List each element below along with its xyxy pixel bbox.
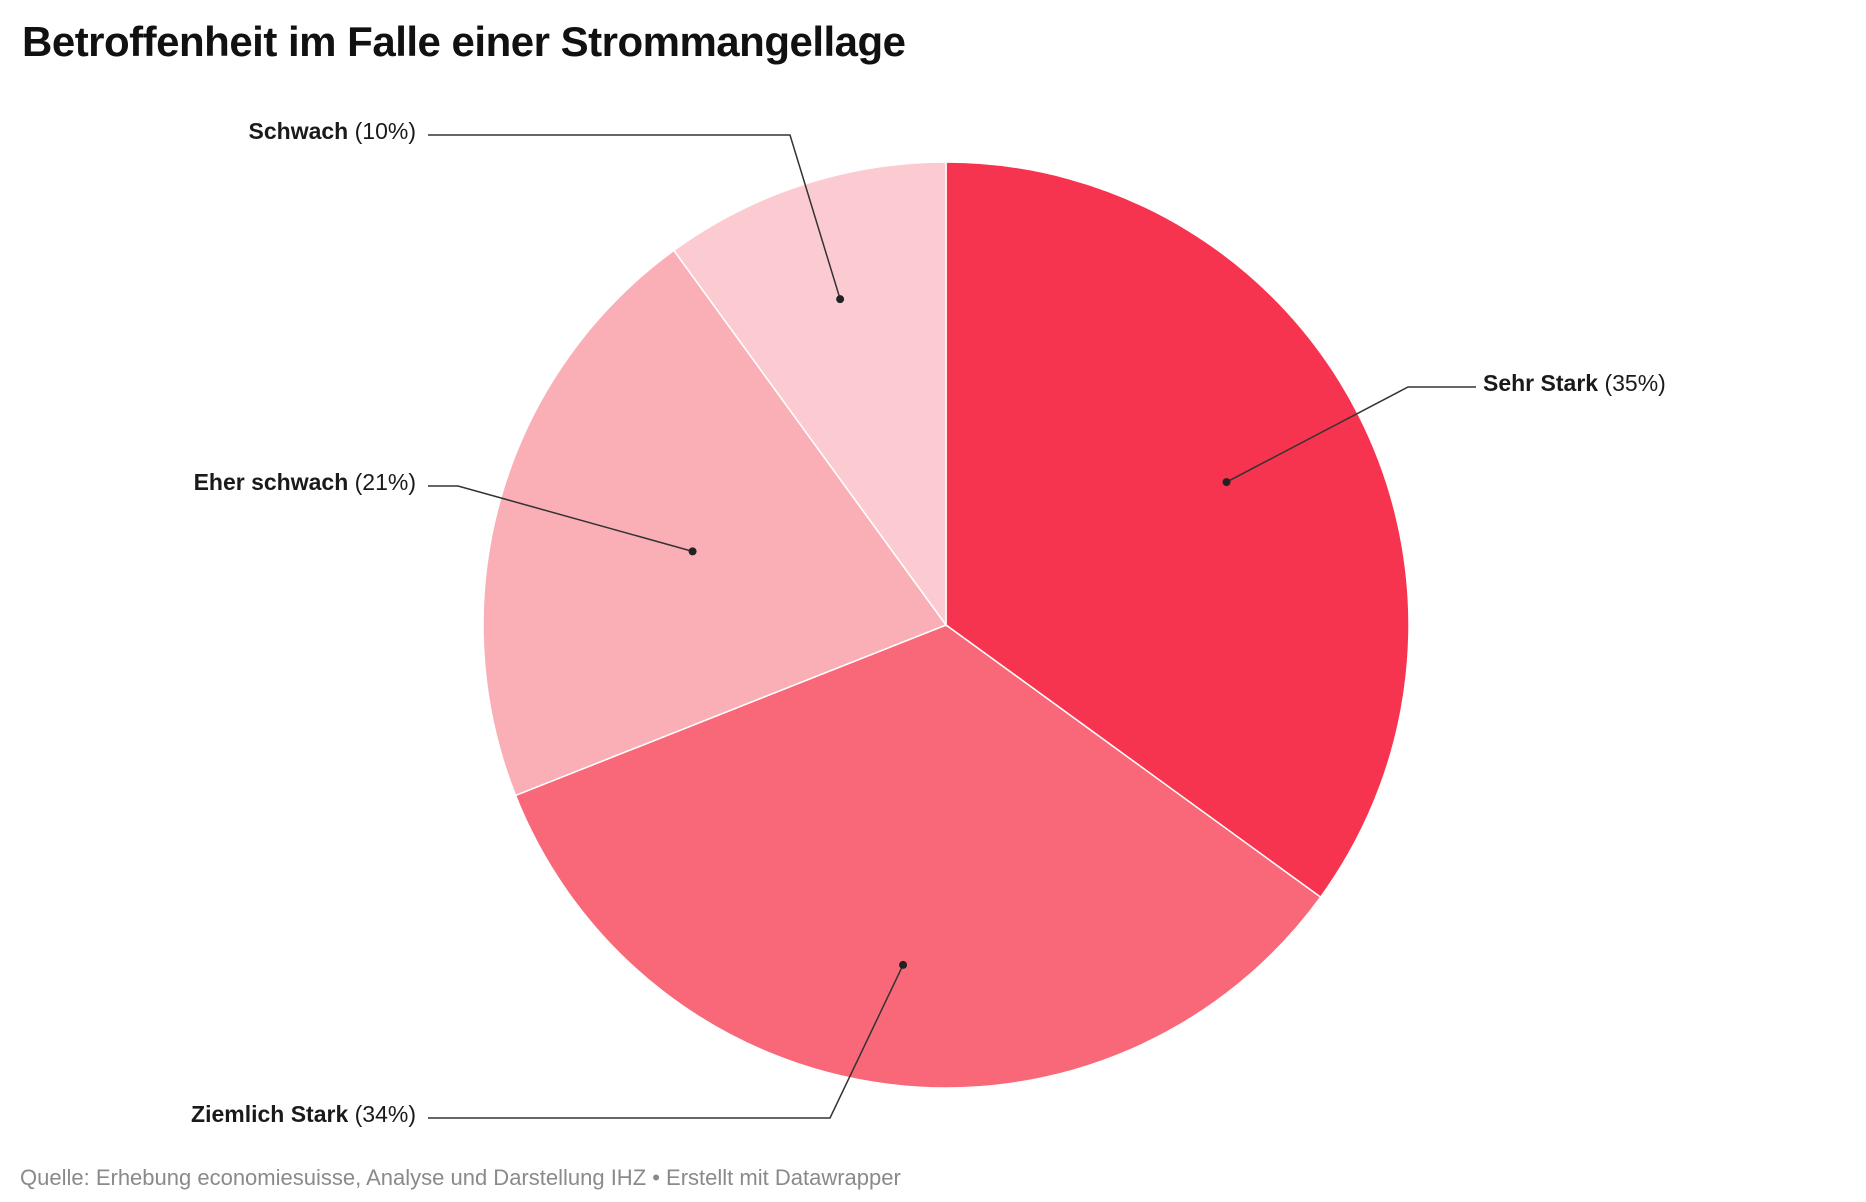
leader-dot-ziemlich-stark [899, 960, 908, 969]
leader-line-eher-schwach [428, 485, 693, 553]
slice-label-sehr-stark: Sehr Stark (35%) [1483, 370, 1666, 396]
chart-title: Betroffenheit im Falle einer Strommangel… [22, 18, 906, 65]
source-note: Quelle: Erhebung economiesuisse, Analyse… [20, 1165, 901, 1190]
leader-line-ziemlich-stark [428, 964, 904, 1119]
slice-label-value: (35%) [1598, 370, 1666, 396]
pie-slice-sehr-stark [945, 161, 1410, 899]
leader-line-schwach [428, 134, 841, 300]
pie-slice-ziemlich-stark [514, 624, 1322, 1089]
slice-label-name: Ziemlich Stark [191, 1101, 348, 1127]
slice-label-eher-schwach: Eher schwach (21%) [194, 469, 416, 495]
slice-label-name: Sehr Stark [1483, 370, 1598, 396]
pie-slice-schwach [672, 161, 947, 628]
pie-slice-eher-schwach [482, 249, 948, 797]
slice-label-name: Schwach [249, 118, 349, 144]
pie-slices [482, 161, 1410, 1089]
slice-label-ziemlich-stark: Ziemlich Stark (34%) [191, 1101, 416, 1127]
slice-label-schwach: Schwach (10%) [249, 118, 416, 144]
leader-dot-eher-schwach [688, 547, 697, 556]
slice-labels: Sehr Stark (35%) Ziemlich Stark (34%) Eher… [191, 118, 1666, 1127]
slice-label-value: (10%) [348, 118, 416, 144]
leader-lines [428, 134, 1476, 1119]
leader-dot-schwach [836, 295, 845, 304]
slice-label-value: (34%) [348, 1101, 416, 1127]
slice-label-value: (21%) [348, 469, 416, 495]
slice-label-name: Eher schwach [194, 469, 349, 495]
leader-line-sehr-stark [1226, 386, 1476, 483]
leader-dot-sehr-stark [1222, 478, 1231, 487]
